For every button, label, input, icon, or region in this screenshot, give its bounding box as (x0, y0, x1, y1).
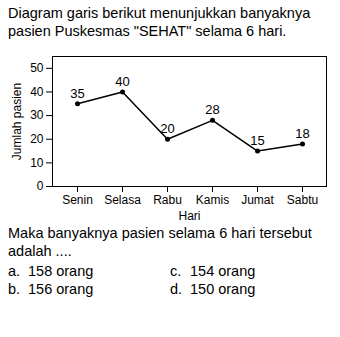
html-text:154 orang: 154 orang (190, 263, 256, 279)
svg-text:15: 15 (250, 133, 264, 148)
svg-text:18: 18 (295, 126, 309, 141)
svg-text:Kamis: Kamis (196, 193, 229, 207)
svg-text:20: 20 (30, 132, 44, 146)
html-text:Maka banyaknya pasien selama 6: Maka banyaknya pasien selama 6 hari ters… (8, 225, 312, 259)
svg-text:Rabu: Rabu (153, 193, 182, 207)
svg-text:30: 30 (30, 108, 44, 122)
svg-text:40: 40 (30, 85, 44, 99)
svg-text:10: 10 (30, 156, 44, 170)
html-text:158 orang: 158 orang (28, 263, 94, 279)
html-text:a.: a. (8, 263, 21, 279)
svg-text:Jumat: Jumat (241, 193, 274, 207)
html-text:c.: c. (170, 263, 182, 279)
svg-text:28: 28 (205, 102, 219, 117)
svg-text:Sabtu: Sabtu (287, 193, 318, 207)
html-text:b.: b. (8, 281, 21, 297)
svg-text:Senin: Senin (62, 193, 93, 207)
svg-text:50: 50 (30, 61, 44, 75)
html-text:Diagram garis berikut menunjuk: Diagram garis berikut menunjukkan banyak… (8, 5, 311, 39)
svg-text:Selasa: Selasa (104, 193, 141, 207)
svg-text:Hari: Hari (178, 209, 200, 223)
svg-text:40: 40 (115, 74, 129, 89)
html-text:156 orang: 156 orang (28, 281, 94, 297)
html-text:d.: d. (170, 281, 183, 297)
svg-text:20: 20 (160, 121, 174, 136)
svg-text:Jumlah pasien: Jumlah pasien (10, 83, 24, 160)
svg-text:35: 35 (70, 86, 84, 101)
html-text:150 orang: 150 orang (190, 281, 256, 297)
svg-text:0: 0 (37, 179, 44, 193)
